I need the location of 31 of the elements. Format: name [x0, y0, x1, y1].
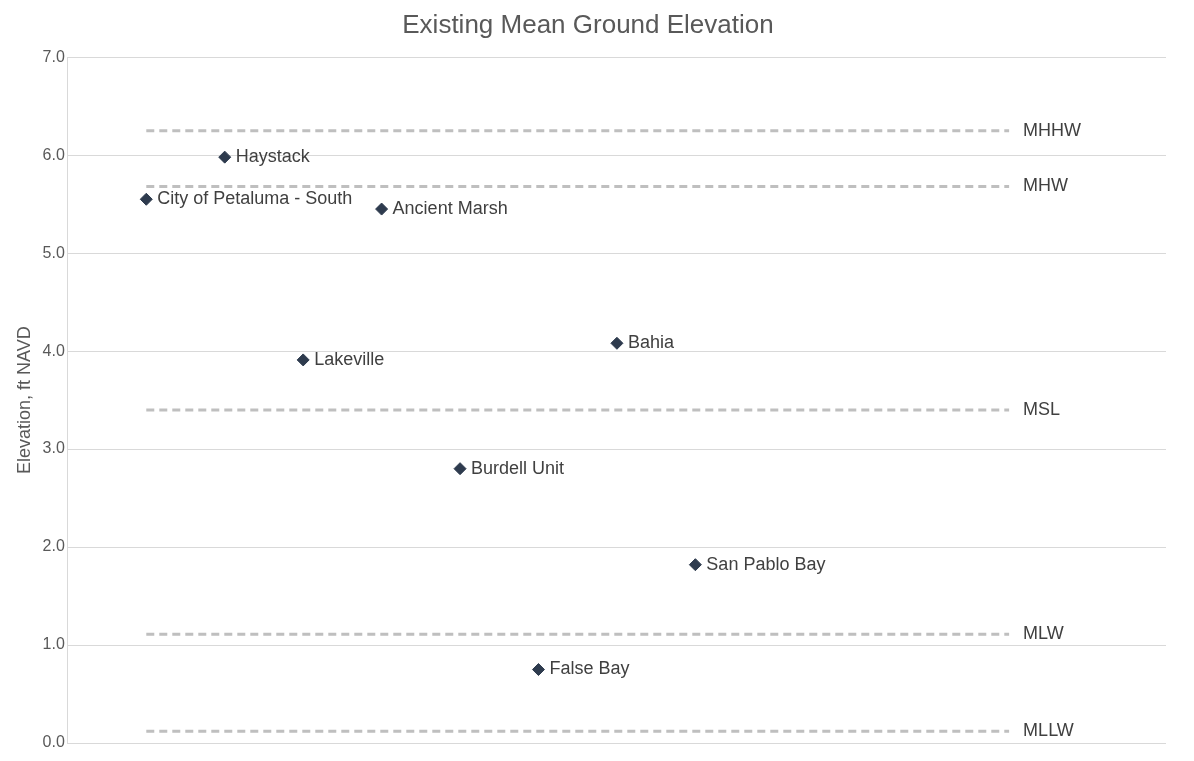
ref-line-label: MLW: [1023, 623, 1064, 644]
series-label: False Bay: [549, 658, 630, 679]
y-tick-label: 5.0: [42, 243, 65, 261]
y-axis-title: Elevation, ft NAVD: [13, 326, 34, 474]
series-label: Bahia: [627, 332, 675, 353]
y-tick-label: 6.0: [42, 145, 65, 163]
series-label: Lakeville: [314, 348, 385, 369]
point: [531, 663, 545, 677]
y-tick-label: 7.0: [42, 47, 65, 65]
series-label: Burdell Unit: [471, 457, 565, 478]
point: [610, 336, 624, 350]
series-label: Haystack: [235, 146, 311, 167]
point: [218, 150, 232, 164]
chart-title: Existing Mean Ground Elevation: [402, 8, 774, 39]
y-tick-label: 4.0: [42, 341, 65, 359]
point: [453, 462, 467, 476]
ref-line-label: MHHW: [1023, 119, 1082, 140]
series-label: City of Petaluma - South: [157, 188, 353, 209]
ref-line-label: MSL: [1023, 398, 1061, 419]
series-label: San Pablo Bay: [706, 553, 826, 574]
point: [139, 192, 153, 206]
ref-line-label: MHW: [1023, 175, 1069, 196]
y-tick-label: 1.0: [42, 635, 65, 653]
point: [296, 353, 310, 367]
series-label: Ancient Marsh: [392, 198, 508, 219]
ref-line-label: MLLW: [1023, 720, 1074, 741]
y-tick-label: 0.0: [42, 733, 65, 751]
y-tick-label: 2.0: [42, 537, 65, 555]
point: [375, 202, 389, 216]
point: [688, 558, 702, 572]
y-tick-label: 3.0: [42, 439, 65, 457]
